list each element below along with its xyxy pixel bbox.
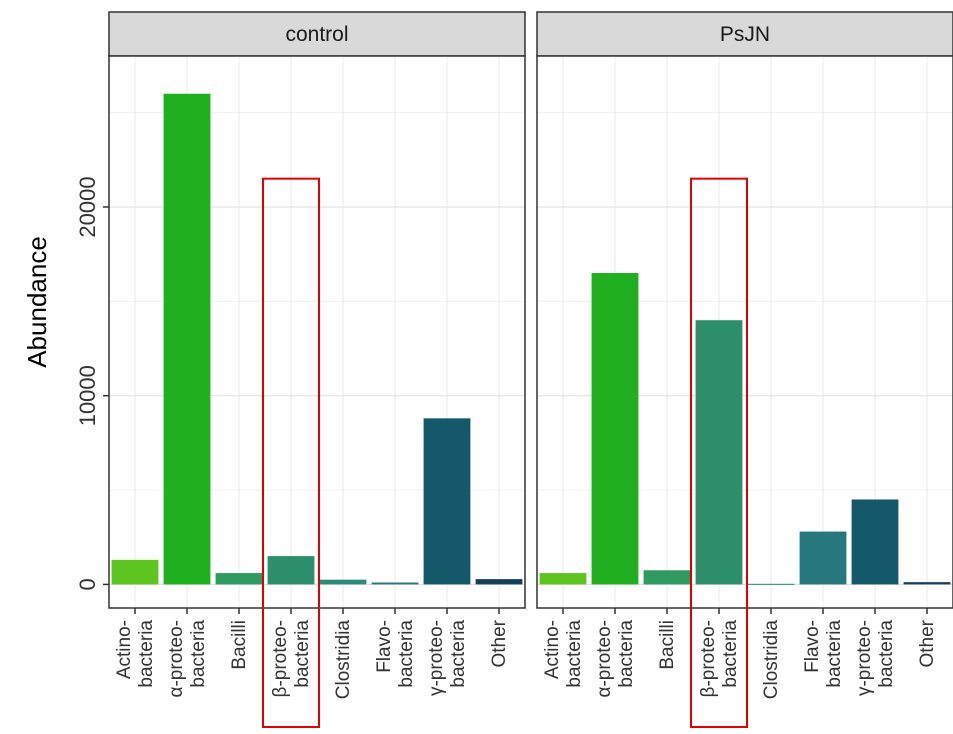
x-tick-label: α-proteo-bacteria: [594, 620, 637, 698]
bar-PsJN-0: [539, 573, 587, 585]
highlight-box: [690, 177, 748, 728]
bar-control-0: [111, 559, 159, 585]
bar-control-2: [215, 573, 263, 585]
bar-PsJN-2: [643, 570, 691, 585]
bar-control-7: [475, 579, 523, 585]
x-tick-label: α-proteo-bacteria: [166, 620, 209, 698]
y-axis: 0 10000 20000: [75, 176, 109, 591]
bar-control-1: [163, 93, 211, 585]
x-tick-label: Flavo-bacteria: [802, 620, 845, 688]
bar-control-5: [371, 582, 419, 585]
x-tick-label: γ-proteo-bacteria: [854, 620, 897, 696]
x-tick-label: β-proteo-bacteria: [698, 620, 741, 698]
bar-control-3: [267, 556, 315, 585]
facet-panel-0: control Actino-bacteria α-proteo-bacteria B…: [108, 11, 526, 728]
x-tick-label: Actino-bacteria: [114, 620, 157, 688]
highlight-box: [262, 177, 320, 728]
x-tick-label: Flavo-bacteria: [374, 620, 417, 688]
y-tick-label: 10000: [75, 365, 100, 426]
facet-panel-1: PsJN Actino-bacteria α-proteo-bacteria Baci…: [536, 11, 953, 728]
facet-strip-label: PsJN: [720, 23, 770, 46]
x-tick-label: Other: [489, 619, 510, 667]
bar-PsJN-7: [903, 582, 951, 585]
bar-PsJN-6: [851, 499, 899, 585]
facet-strip: [108, 11, 526, 57]
bar-control-4: [319, 579, 367, 585]
x-tick-label: Other: [917, 619, 938, 667]
panel-border: [536, 55, 953, 609]
x-tick-label: Bacilli: [229, 620, 250, 670]
bar-control-6: [423, 418, 471, 585]
x-tick-label: Bacilli: [657, 620, 678, 670]
bar-PsJN-5: [799, 531, 847, 585]
bar-PsJN-3: [695, 320, 743, 585]
x-tick-label: Clostridia: [761, 620, 782, 700]
y-tick-label: 20000: [75, 176, 100, 237]
bar-PsJN-4: [747, 583, 795, 585]
x-tick-label: β-proteo-bacteria: [270, 620, 313, 698]
bar-PsJN-1: [591, 273, 639, 585]
y-tick-label: 0: [75, 578, 100, 590]
panel-border: [108, 55, 526, 609]
facet-strip-label: control: [285, 23, 348, 46]
y-axis-title: Abundance: [22, 236, 52, 368]
x-tick-label: γ-proteo-bacteria: [426, 620, 469, 696]
x-tick-label: Clostridia: [333, 620, 354, 700]
x-tick-label: Actino-bacteria: [542, 620, 585, 688]
